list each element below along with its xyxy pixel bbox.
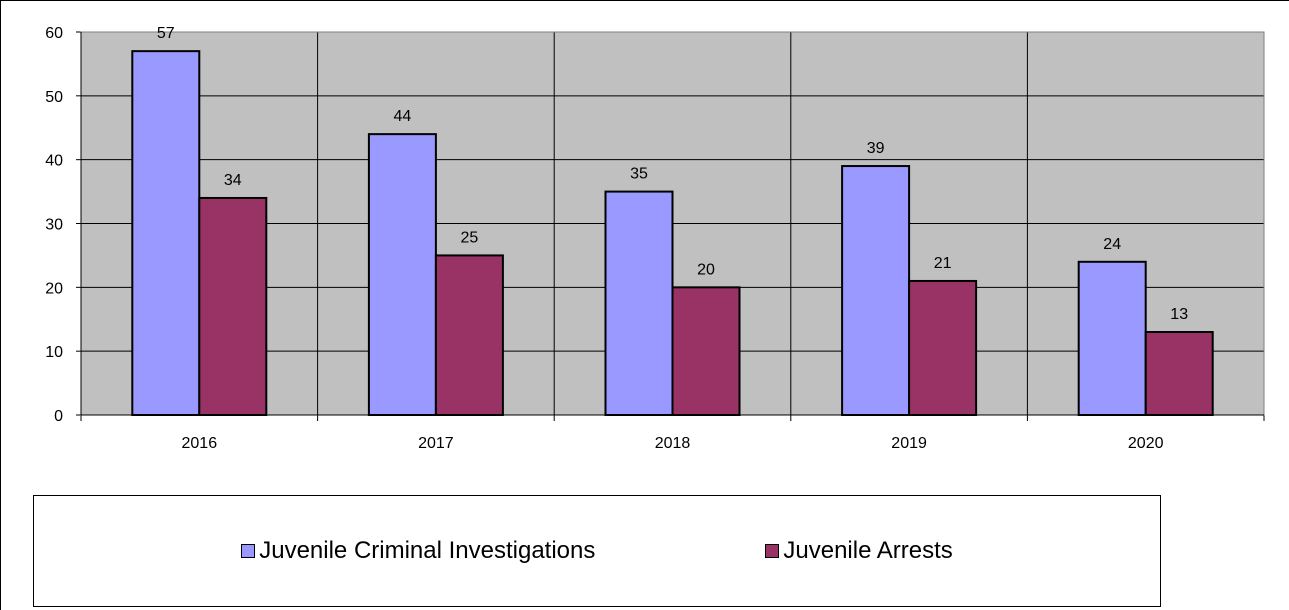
x-tick-label: 2016 xyxy=(182,435,218,452)
data-label: 25 xyxy=(461,229,479,246)
x-tick-label: 2020 xyxy=(1128,435,1164,452)
bar xyxy=(434,254,504,416)
x-tick-label: 2017 xyxy=(418,435,454,452)
data-label: 34 xyxy=(224,172,242,189)
legend-swatch-investigations xyxy=(241,544,256,558)
bar xyxy=(604,190,674,416)
y-tick-label: 20 xyxy=(45,280,63,297)
bar xyxy=(841,165,911,416)
data-label: 13 xyxy=(1170,306,1188,323)
x-tick-label: 2018 xyxy=(655,435,691,452)
legend-entry-investigations: Juvenile Criminal Investigations xyxy=(241,537,595,565)
y-tick-label: 60 xyxy=(45,25,63,42)
bar xyxy=(131,50,201,417)
data-label: 57 xyxy=(157,25,175,42)
legend-swatch-arrests xyxy=(765,544,780,558)
legend-label-arrests: Juvenile Arrests xyxy=(783,537,953,564)
bar-chart: 0 10 20 30 40 50 60 57 34 2016 44 25 2017 35 20 2018 39 2… xyxy=(45,25,1265,452)
bar xyxy=(1077,260,1147,416)
legend: Juvenile Criminal Investigations Juvenil… xyxy=(33,495,1161,607)
y-tick-label: 30 xyxy=(45,217,63,234)
y-tick-label: 40 xyxy=(45,153,63,170)
x-tick-label: 2019 xyxy=(891,435,927,452)
data-label: 35 xyxy=(630,166,648,183)
bar xyxy=(198,196,268,416)
data-label: 39 xyxy=(867,140,885,157)
bar xyxy=(1144,331,1214,416)
data-label: 20 xyxy=(697,261,715,278)
data-label: 44 xyxy=(394,108,412,125)
y-tick-label: 10 xyxy=(45,344,63,361)
bar xyxy=(908,279,978,417)
bar xyxy=(367,133,437,416)
y-tick-label: 0 xyxy=(54,408,63,425)
bar xyxy=(671,286,741,417)
data-label: 24 xyxy=(1103,236,1121,253)
data-label: 21 xyxy=(934,255,952,272)
legend-entry-arrests: Juvenile Arrests xyxy=(765,537,953,565)
legend-label-investigations: Juvenile Criminal Investigations xyxy=(259,537,596,564)
y-tick-label: 50 xyxy=(45,89,63,106)
